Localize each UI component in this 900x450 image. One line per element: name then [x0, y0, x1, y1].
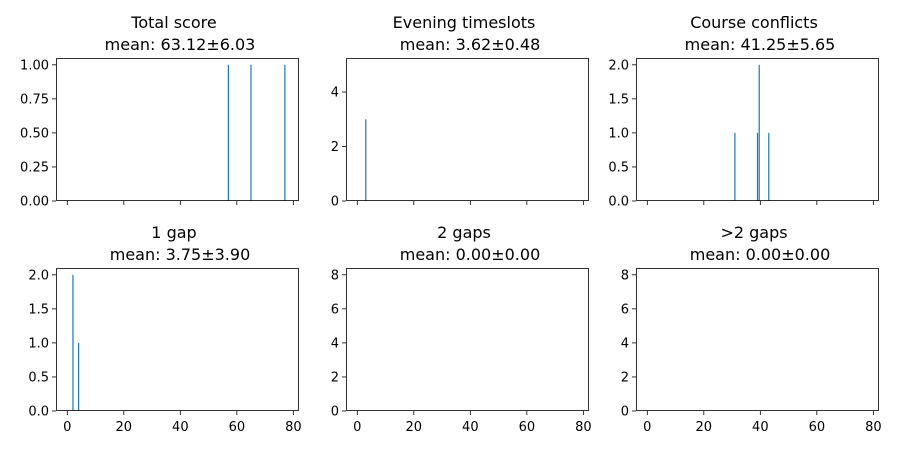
- y-tick-label: 0: [621, 405, 629, 420]
- y-tick-label: 0.0: [608, 195, 629, 210]
- x-tick-label: 60: [519, 420, 536, 435]
- x-tick-label: 20: [406, 420, 423, 435]
- panel-total-score: Total score mean: 63.12±6.03 0.00 0.25 0.5…: [20, 13, 299, 210]
- x-tick-label: 80: [575, 420, 592, 435]
- bar: [758, 64, 760, 201]
- bar: [734, 132, 736, 201]
- bar: [768, 132, 770, 201]
- panel-title: 2 gaps: [437, 223, 491, 242]
- y-tick-label: 0.5: [608, 160, 629, 175]
- y-tick-label: 0.75: [20, 92, 49, 107]
- axes-frame: [56, 58, 299, 201]
- panel-evening-timeslots: Evening timeslots mean: 3.62±0.48 0 2 4: [331, 13, 589, 210]
- axes-frame: [56, 268, 299, 411]
- plot-area: 0.0 0.5 1.0 1.5 2.0 0 20 40 60 80: [28, 268, 302, 435]
- y-tick-label: 6: [331, 302, 339, 317]
- x-tick-label: 80: [285, 420, 302, 435]
- y-tick-label: 0.5: [28, 370, 49, 385]
- panel-subtitle: mean: 0.00±0.00: [690, 245, 831, 264]
- y-tick-label: 2: [331, 370, 339, 385]
- y-tick-label: 0.25: [20, 160, 49, 175]
- x-tick-label: 40: [462, 420, 479, 435]
- y-tick-label: 8: [621, 268, 629, 283]
- x-tick-label: 60: [809, 420, 826, 435]
- y-tick-label: 4: [331, 336, 339, 351]
- bar: [72, 274, 74, 411]
- x-tick-label: 40: [752, 420, 769, 435]
- y-tick-label: 8: [331, 268, 339, 283]
- x-tick-label: 0: [353, 420, 361, 435]
- bar: [227, 64, 229, 201]
- bar: [78, 342, 80, 411]
- y-tick-label: 0.50: [20, 126, 49, 141]
- panel-subtitle: mean: 3.75±3.90: [110, 245, 251, 264]
- panel-title: Evening timeslots: [393, 13, 536, 32]
- x-tick-label: 60: [229, 420, 246, 435]
- panel-title: Total score: [130, 13, 216, 32]
- y-tick-label: 4: [331, 86, 339, 101]
- panel-subtitle: mean: 63.12±6.03: [105, 35, 256, 54]
- bar: [365, 119, 367, 201]
- x-tick-label: 40: [172, 420, 189, 435]
- axes-frame: [346, 268, 589, 411]
- axes-frame: [346, 58, 589, 201]
- panel-title: 1 gap: [151, 223, 196, 242]
- x-tick-label: 0: [643, 420, 651, 435]
- y-tick-label: 0.00: [20, 195, 49, 210]
- y-tick-label: 2: [621, 370, 629, 385]
- panel-subtitle: mean: 41.25±5.65: [685, 35, 836, 54]
- y-tick-label: 1.00: [20, 58, 49, 73]
- plot-area: 0.0 0.5 1.0 1.5 2.0: [608, 58, 879, 210]
- panel-subtitle: mean: 0.00±0.00: [400, 245, 541, 264]
- y-tick-label: 0: [331, 195, 339, 210]
- y-tick-label: 1.5: [608, 92, 629, 107]
- y-tick-label: 2: [331, 140, 339, 155]
- x-tick-label: 0: [63, 420, 71, 435]
- y-tick-label: 6: [621, 302, 629, 317]
- panel-title: Course conflicts: [690, 13, 818, 32]
- axes-frame: [636, 58, 879, 201]
- y-tick-label: 1.0: [28, 336, 49, 351]
- x-tick-label: 80: [865, 420, 882, 435]
- y-tick-label: 2.0: [28, 268, 49, 283]
- panel-course-conflicts: Course conflicts mean: 41.25±5.65 0.0 0.5…: [608, 13, 879, 210]
- x-tick-label: 20: [116, 420, 133, 435]
- panel-subtitle: mean: 3.62±0.48: [400, 35, 541, 54]
- bar: [250, 64, 252, 201]
- panel-1-gap: 1 gap mean: 3.75±3.90 0.0 0.5 1.0 1.5 2.0 0 20…: [28, 223, 301, 435]
- bar: [284, 64, 286, 201]
- x-tick-label: 20: [696, 420, 713, 435]
- y-tick-label: 4: [621, 336, 629, 351]
- plot-area: 0.00 0.25 0.50 0.75 1.00: [20, 58, 299, 210]
- y-tick-label: 2.0: [608, 58, 629, 73]
- plot-area: 0 2 4: [331, 58, 589, 210]
- panel-title: >2 gaps: [720, 223, 787, 242]
- y-tick-label: 0.0: [28, 405, 49, 420]
- y-tick-label: 1.5: [28, 302, 49, 317]
- y-tick-label: 1.0: [608, 126, 629, 141]
- axes-frame: [636, 268, 879, 411]
- y-tick-label: 0: [331, 405, 339, 420]
- bar: [756, 132, 759, 201]
